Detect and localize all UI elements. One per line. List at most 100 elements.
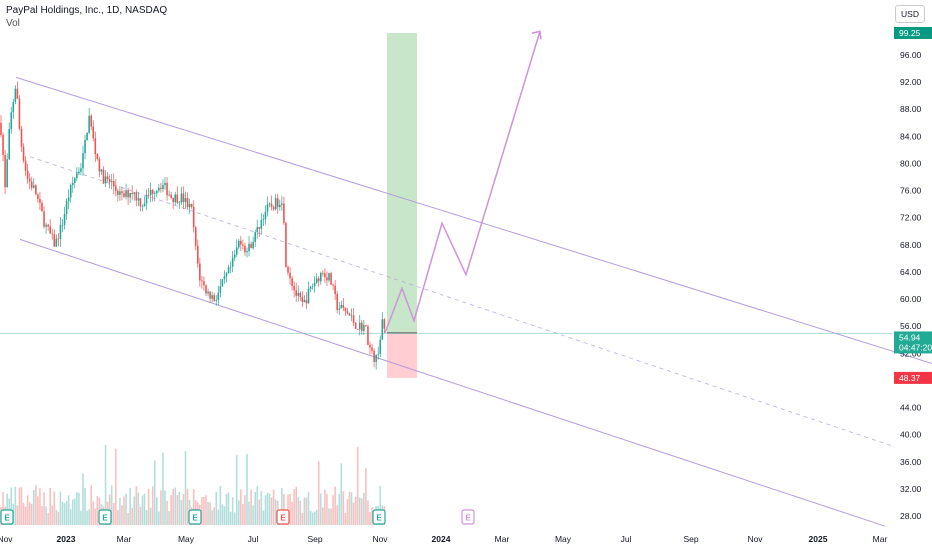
- candle: [332, 283, 334, 290]
- candle: [145, 189, 148, 211]
- target-price-tag: 99.25: [894, 26, 932, 39]
- volume-bar: [250, 489, 252, 525]
- candle: [160, 182, 162, 193]
- candle: [184, 191, 187, 209]
- candle: [268, 202, 271, 208]
- candle: [166, 176, 168, 201]
- volume-bar: [35, 485, 37, 525]
- candle: [86, 132, 88, 141]
- candle: [350, 308, 353, 322]
- volume-bar: [184, 450, 187, 525]
- candle: [361, 319, 363, 335]
- volume-bar: [231, 497, 234, 525]
- volume-bar: [324, 489, 326, 525]
- projection-line: [384, 31, 541, 334]
- earnings-marker: E: [372, 509, 386, 525]
- candle: [344, 307, 347, 316]
- svg-text:E: E: [280, 514, 286, 523]
- candle: [24, 156, 27, 176]
- svg-text:99.25: 99.25: [899, 28, 921, 38]
- channel-mid-line: [29, 156, 896, 448]
- currency-button[interactable]: USD: [895, 5, 925, 23]
- volume-bar: [346, 499, 349, 525]
- y-tick-label: 92.00: [900, 77, 922, 87]
- volume-bar: [379, 486, 382, 525]
- volume-bar: [51, 505, 54, 525]
- volume-bar: [137, 492, 140, 525]
- volume-bar: [367, 500, 369, 525]
- earnings-marker: E: [188, 509, 202, 525]
- volume-bar: [174, 487, 177, 525]
- volume-bar: [268, 493, 271, 525]
- volume-bar: [139, 506, 142, 525]
- volume-bar: [352, 502, 355, 525]
- volume-bar: [49, 487, 51, 525]
- candle: [211, 291, 213, 303]
- candle: [342, 298, 345, 311]
- candle: [383, 318, 386, 334]
- candle: [258, 226, 261, 237]
- volume-bar: [10, 487, 13, 525]
- candle: [197, 239, 199, 268]
- candle: [0, 115, 2, 138]
- volume-bar: [22, 502, 25, 525]
- volume-indicator-label[interactable]: Vol: [6, 18, 20, 29]
- volume-bar: [350, 492, 353, 525]
- candle: [283, 196, 285, 226]
- candle: [369, 341, 371, 355]
- candle: [295, 282, 297, 302]
- volume-bar: [160, 490, 162, 525]
- candle: [338, 301, 341, 316]
- candle: [78, 167, 80, 176]
- candle: [354, 321, 357, 330]
- volume-bar: [26, 495, 29, 525]
- volume-bar: [295, 486, 297, 525]
- candle: [225, 271, 228, 283]
- volume-bar: [252, 505, 254, 525]
- candle: [59, 216, 62, 247]
- svg-text:E: E: [376, 514, 382, 523]
- volume-bar: [229, 511, 232, 525]
- volume-bar: [334, 486, 336, 525]
- volume-bar: [112, 502, 115, 525]
- volume-bar: [119, 497, 121, 525]
- volume-bar: [186, 488, 189, 525]
- volume-bar: [354, 496, 357, 525]
- volume-bar: [20, 487, 23, 525]
- volume-bar: [153, 460, 156, 525]
- volume-bar: [176, 495, 179, 525]
- candle: [158, 183, 160, 193]
- candle: [215, 294, 218, 306]
- volume-bar: [238, 500, 240, 525]
- candle: [381, 312, 384, 341]
- candle: [131, 185, 133, 200]
- y-tick-label: 84.00: [900, 131, 922, 141]
- candlesticks: [0, 81, 386, 370]
- candle: [88, 108, 90, 135]
- volume-bar: [311, 512, 314, 525]
- volume-bar: [182, 494, 185, 525]
- x-tick-label: Nov: [0, 534, 13, 544]
- symbol-title[interactable]: PayPal Holdings, Inc., 1D, NASDAQ: [6, 5, 168, 16]
- candle: [194, 225, 197, 251]
- volume-bar: [55, 509, 58, 525]
- candle: [303, 295, 306, 303]
- volume-bar: [215, 491, 218, 525]
- candle: [47, 223, 49, 231]
- volume-bar: [121, 505, 123, 525]
- candle: [305, 292, 308, 309]
- volume-bar: [168, 511, 170, 525]
- y-tick-label: 44.00: [900, 403, 922, 413]
- volume-bar: [326, 493, 328, 525]
- candle: [207, 288, 209, 297]
- volume-bar: [86, 510, 88, 525]
- x-tick-label: Jul: [248, 534, 259, 544]
- volume-bar: [342, 491, 345, 525]
- volume-bar: [80, 510, 82, 525]
- candle: [352, 308, 355, 326]
- volume-bar: [254, 491, 256, 525]
- candle: [279, 199, 281, 211]
- candle: [102, 166, 105, 185]
- candle: [188, 198, 191, 214]
